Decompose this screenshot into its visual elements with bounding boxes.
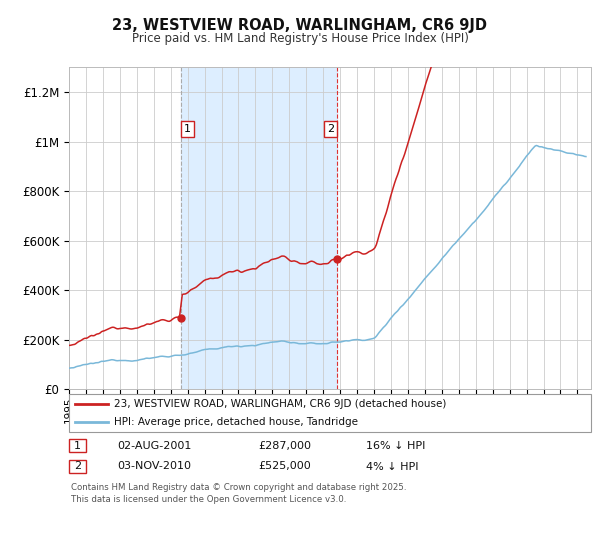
Text: 03-NOV-2010: 03-NOV-2010 [117, 461, 191, 472]
Text: 2: 2 [327, 124, 334, 134]
Text: £287,000: £287,000 [258, 441, 311, 451]
Text: 1: 1 [184, 124, 191, 134]
Text: £525,000: £525,000 [258, 461, 311, 472]
Text: HPI: Average price, detached house, Tandridge: HPI: Average price, detached house, Tand… [114, 417, 358, 427]
Text: 02-AUG-2001: 02-AUG-2001 [117, 441, 191, 451]
Text: Price paid vs. HM Land Registry's House Price Index (HPI): Price paid vs. HM Land Registry's House … [131, 32, 469, 45]
Text: 23, WESTVIEW ROAD, WARLINGHAM, CR6 9JD: 23, WESTVIEW ROAD, WARLINGHAM, CR6 9JD [113, 18, 487, 33]
Text: 4% ↓ HPI: 4% ↓ HPI [366, 461, 419, 472]
Text: 16% ↓ HPI: 16% ↓ HPI [366, 441, 425, 451]
Bar [181, 67, 337, 389]
Text: 1: 1 [74, 441, 81, 451]
Text: 23, WESTVIEW ROAD, WARLINGHAM, CR6 9JD (detached house): 23, WESTVIEW ROAD, WARLINGHAM, CR6 9JD (… [114, 399, 446, 409]
Text: 2: 2 [74, 461, 81, 472]
Text: Contains HM Land Registry data © Crown copyright and database right 2025.
This d: Contains HM Land Registry data © Crown c… [71, 483, 406, 504]
